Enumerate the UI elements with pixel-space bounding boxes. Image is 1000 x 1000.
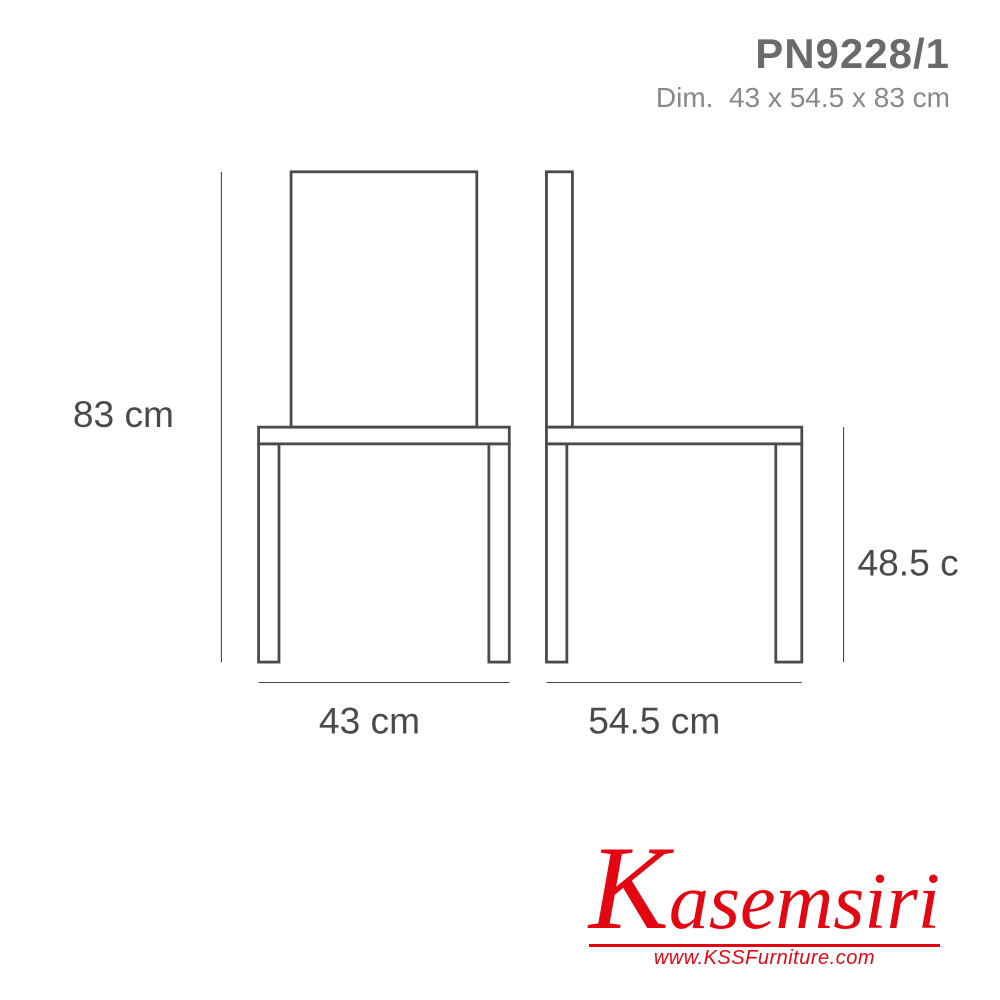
brand-k: K xyxy=(589,821,669,954)
chair-front-view xyxy=(259,172,510,662)
chair-side-view xyxy=(546,172,801,662)
brand-rest: asemsiri xyxy=(669,858,940,946)
dim-prefix: Dim. xyxy=(656,82,714,113)
diagram-svg: 83 cm 48.5 cm 43 cm 54.5 cm xyxy=(40,130,960,780)
technical-diagram: 83 cm 48.5 cm 43 cm 54.5 cm xyxy=(40,130,960,780)
product-code: PN9228/1 xyxy=(656,30,950,78)
width-label: 43 cm xyxy=(319,700,420,742)
seat-height-label: 48.5 cm xyxy=(858,542,961,584)
brand-logo: Kasemsiri www.KSSFurniture.com xyxy=(589,834,940,970)
brand-name: Kasemsiri xyxy=(589,834,940,942)
dim-value: 43 x 54.5 x 83 cm xyxy=(729,82,950,113)
dimensions-summary: Dim. 43 x 54.5 x 83 cm xyxy=(656,82,950,114)
depth-label: 54.5 cm xyxy=(588,700,720,742)
header: PN9228/1 Dim. 43 x 54.5 x 83 cm xyxy=(656,30,950,114)
height-label: 83 cm xyxy=(73,393,174,435)
